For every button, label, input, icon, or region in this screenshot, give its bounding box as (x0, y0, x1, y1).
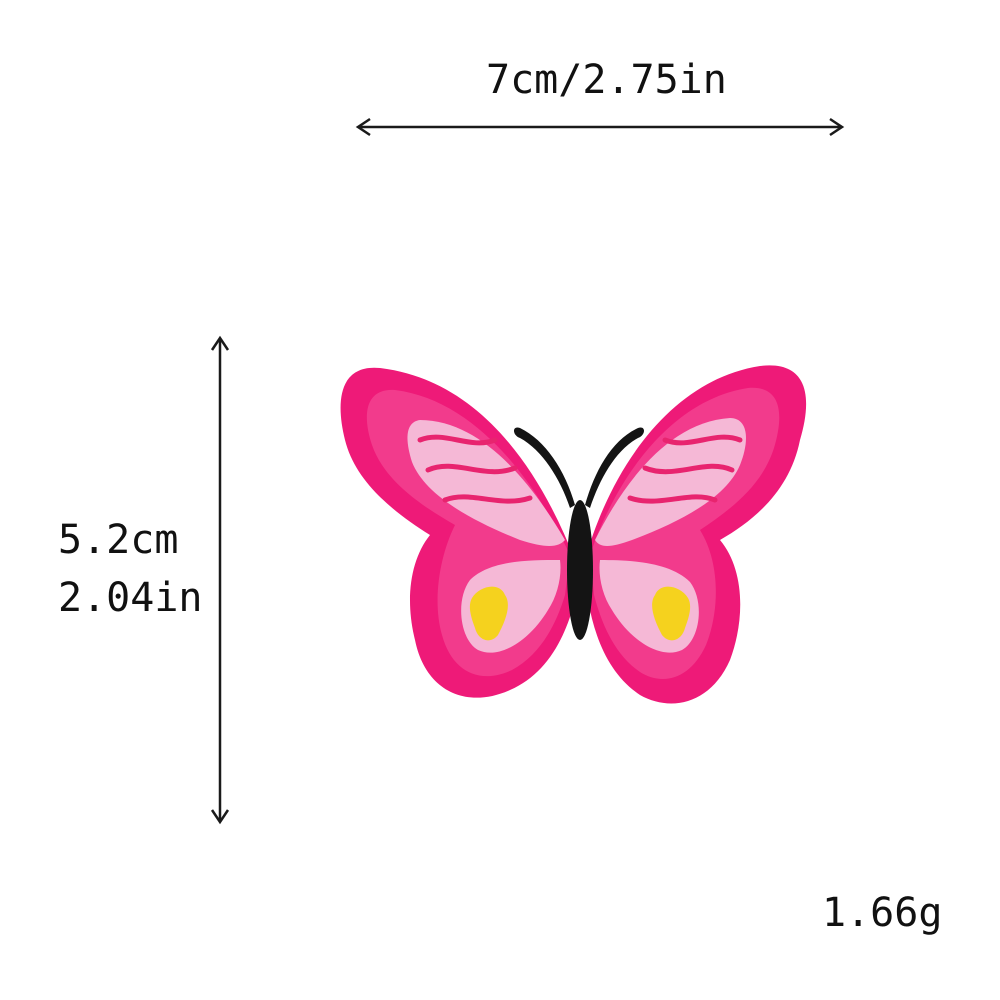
width-arrow (355, 117, 845, 137)
height-cm-measurement-label: 5.2cm (58, 517, 179, 563)
wing-stripes (417, 434, 743, 504)
width-measurement-label: 7cm/2.75in (486, 57, 727, 103)
yellow-spots (469, 586, 691, 641)
height-in-measurement-label: 2.04in (58, 575, 203, 621)
butterfly-wings-inner (366, 387, 780, 680)
butterfly-body (514, 427, 644, 640)
weight-label: 1.66g (822, 890, 943, 936)
height-arrow (210, 335, 230, 825)
